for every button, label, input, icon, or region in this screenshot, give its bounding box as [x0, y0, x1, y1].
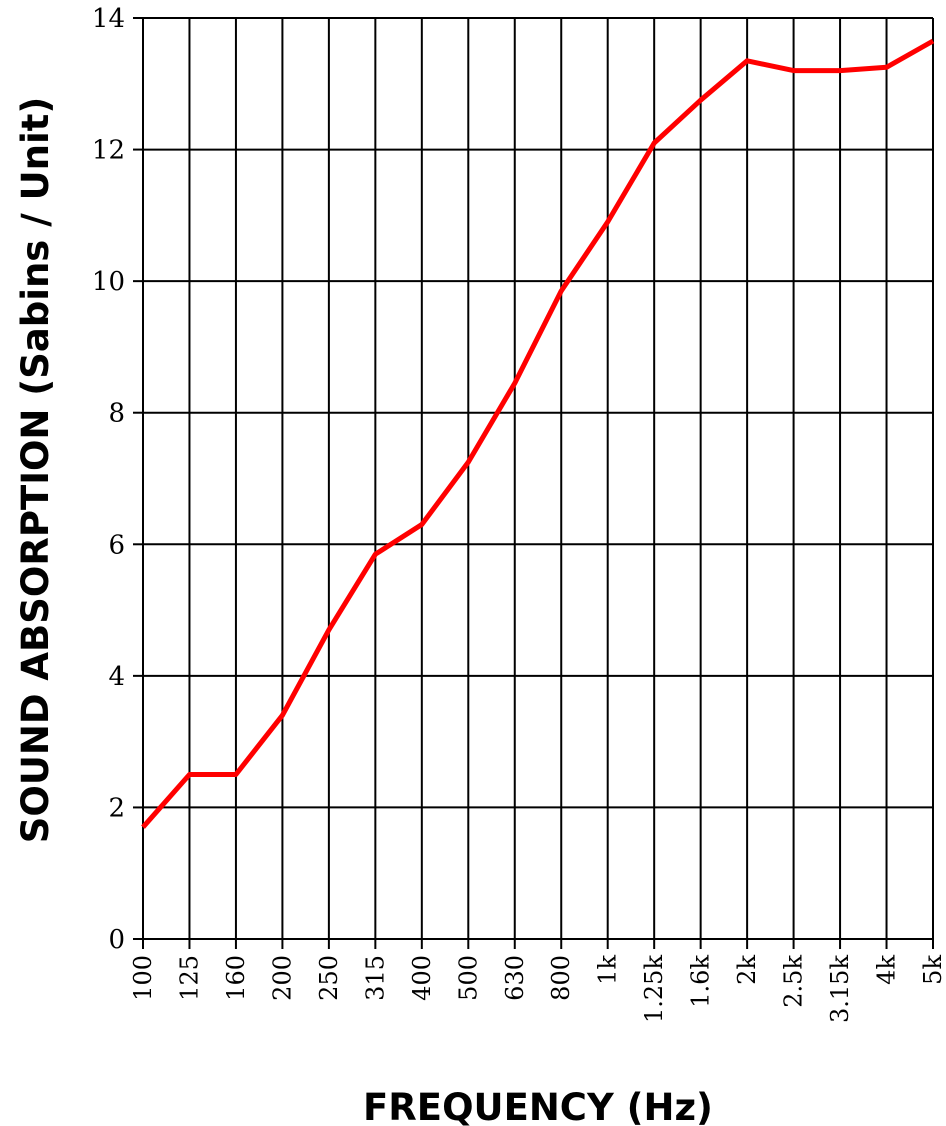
x-tick-label: 1k	[594, 955, 622, 985]
series-group	[141, 38, 935, 829]
x-tick-label: 400	[408, 955, 436, 1001]
x-tick-label: 630	[501, 955, 529, 1001]
x-tick-label: 800	[547, 955, 575, 1001]
x-tick-label: 250	[315, 955, 343, 1001]
y-tick-label: 14	[92, 4, 125, 34]
x-tick-label: 4k	[873, 955, 901, 985]
x-tick-label: 500	[454, 955, 482, 1001]
x-axis-title: FREQUENCY (Hz)	[363, 1086, 713, 1126]
y-tick-labels: 0 2 4 6 8 10 12 14	[92, 4, 125, 955]
x-tick-label: 315	[361, 955, 389, 1001]
x-tick-label: 2.5k	[780, 955, 808, 1008]
x-tick-label: 100	[129, 955, 157, 1001]
y-axis-title: SOUND ABSORPTION (Sabins / Unit)	[14, 97, 57, 844]
y-tick-label: 12	[92, 136, 125, 166]
x-tick-label: 1.6k	[687, 955, 715, 1008]
x-tick-label: 3.15k	[826, 955, 854, 1023]
x-tick-labels: 100 125 160 200 250 315 400 500 630 800 1k 1.25k 1.6…	[129, 955, 946, 1023]
x-tick-label: 5k	[919, 955, 946, 985]
series-line	[141, 38, 935, 829]
x-tick-label: 125	[175, 955, 203, 1001]
y-tick-label: 2	[108, 793, 125, 823]
y-tick-label: 4	[108, 662, 125, 692]
y-tick-label: 0	[108, 925, 125, 955]
x-tick-label: 1.25k	[640, 955, 668, 1023]
x-tick-label: 2k	[733, 955, 761, 985]
x-tick-label: 200	[268, 955, 296, 1001]
x-tick-label: 160	[222, 955, 250, 1001]
y-tick-label: 8	[108, 399, 125, 429]
y-tick-label: 10	[92, 267, 125, 297]
y-tick-label: 6	[108, 530, 125, 560]
grid	[133, 17, 934, 949]
